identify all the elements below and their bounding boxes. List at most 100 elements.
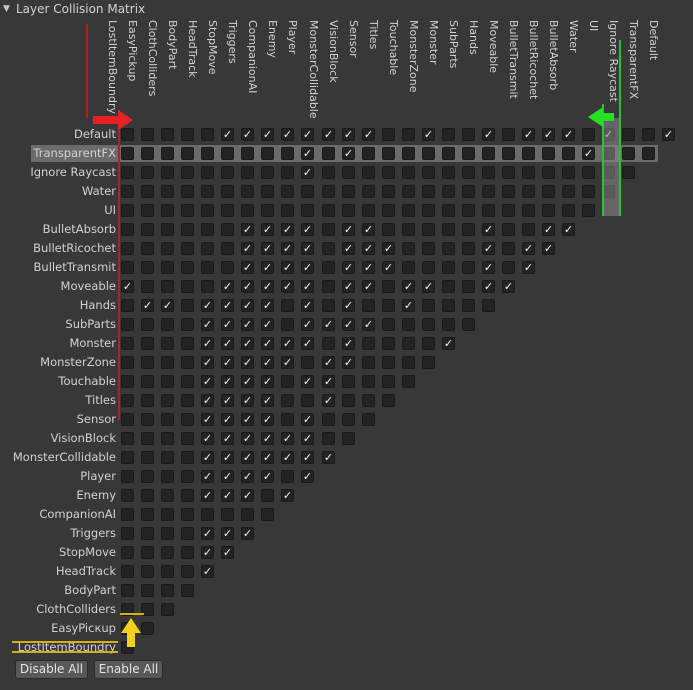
collision-toggle[interactable] [141,261,154,274]
collision-toggle[interactable] [201,375,214,388]
collision-toggle[interactable] [241,242,254,255]
collision-toggle[interactable] [382,204,395,217]
collision-toggle[interactable] [141,527,154,540]
collision-toggle[interactable] [402,375,415,388]
collision-toggle[interactable] [261,147,274,160]
collision-toggle[interactable] [322,204,335,217]
collision-toggle[interactable] [342,394,355,407]
collision-toggle[interactable] [221,223,234,236]
collision-toggle[interactable] [422,299,435,312]
collision-toggle[interactable] [482,261,495,274]
collision-toggle[interactable] [241,356,254,369]
collision-toggle[interactable] [141,375,154,388]
collision-toggle[interactable] [502,128,515,141]
collision-toggle[interactable] [201,261,214,274]
collision-toggle[interactable] [261,166,274,179]
collision-toggle[interactable] [201,242,214,255]
collision-toggle[interactable] [261,185,274,198]
collision-toggle[interactable] [181,242,194,255]
collision-toggle[interactable] [522,128,535,141]
collision-toggle[interactable] [522,204,535,217]
collision-toggle[interactable] [241,337,254,350]
collision-toggle[interactable] [281,223,294,236]
collision-toggle[interactable] [181,413,194,426]
collision-toggle[interactable] [181,223,194,236]
collision-toggle[interactable] [281,318,294,331]
collision-toggle[interactable] [301,147,314,160]
collision-toggle[interactable] [201,565,214,578]
collision-toggle[interactable] [141,299,154,312]
collision-toggle[interactable] [522,166,535,179]
collision-toggle[interactable] [482,299,495,312]
collision-toggle[interactable] [221,508,234,521]
collision-toggle[interactable] [281,204,294,217]
collision-toggle[interactable] [382,337,395,350]
collision-toggle[interactable] [181,565,194,578]
collision-toggle[interactable] [281,451,294,464]
collision-toggle[interactable] [161,147,174,160]
collision-toggle[interactable] [462,166,475,179]
collision-toggle[interactable] [181,299,194,312]
collision-toggle[interactable] [442,204,455,217]
collision-toggle[interactable] [161,204,174,217]
collision-toggle[interactable] [181,128,194,141]
collision-toggle[interactable] [362,166,375,179]
collision-toggle[interactable] [121,356,134,369]
collision-toggle[interactable] [281,413,294,426]
collision-toggle[interactable] [362,375,375,388]
collision-toggle[interactable] [281,261,294,274]
collision-toggle[interactable] [121,508,134,521]
collision-toggle[interactable] [241,204,254,217]
collision-toggle[interactable] [442,337,455,350]
collision-toggle[interactable] [342,242,355,255]
collision-toggle[interactable] [502,223,515,236]
collision-toggle[interactable] [602,185,615,198]
collision-toggle[interactable] [502,280,515,293]
collision-toggle[interactable] [562,128,575,141]
collision-toggle[interactable] [261,318,274,331]
collision-toggle[interactable] [121,584,134,597]
collision-toggle[interactable] [402,242,415,255]
collision-toggle[interactable] [181,508,194,521]
collision-toggle[interactable] [342,166,355,179]
collision-toggle[interactable] [121,318,134,331]
collision-toggle[interactable] [241,508,254,521]
collision-toggle[interactable] [622,147,635,160]
collision-toggle[interactable] [241,147,254,160]
collision-toggle[interactable] [342,204,355,217]
collision-toggle[interactable] [301,204,314,217]
collision-toggle[interactable] [462,280,475,293]
collision-toggle[interactable] [382,242,395,255]
collision-toggle[interactable] [322,299,335,312]
collision-toggle[interactable] [502,166,515,179]
collision-toggle[interactable] [261,451,274,464]
collision-toggle[interactable] [241,451,254,464]
collision-toggle[interactable] [221,261,234,274]
collision-toggle[interactable] [442,166,455,179]
collision-toggle[interactable] [161,565,174,578]
collision-toggle[interactable] [301,375,314,388]
collision-toggle[interactable] [342,299,355,312]
collision-toggle[interactable] [382,280,395,293]
collision-toggle[interactable] [141,280,154,293]
collision-toggle[interactable] [241,413,254,426]
collision-toggle[interactable] [402,299,415,312]
collision-toggle[interactable] [261,223,274,236]
collision-toggle[interactable] [462,318,475,331]
collision-toggle[interactable] [161,603,174,616]
collision-toggle[interactable] [141,128,154,141]
collision-toggle[interactable] [502,261,515,274]
collision-toggle[interactable] [161,508,174,521]
collision-toggle[interactable] [261,128,274,141]
collision-toggle[interactable] [281,375,294,388]
collision-toggle[interactable] [141,470,154,483]
collision-toggle[interactable] [201,299,214,312]
collision-toggle[interactable] [201,223,214,236]
collision-toggle[interactable] [241,185,254,198]
collision-toggle[interactable] [161,527,174,540]
collision-toggle[interactable] [141,622,154,635]
collision-toggle[interactable] [462,261,475,274]
collision-toggle[interactable] [121,166,134,179]
collision-toggle[interactable] [181,394,194,407]
collision-toggle[interactable] [281,166,294,179]
